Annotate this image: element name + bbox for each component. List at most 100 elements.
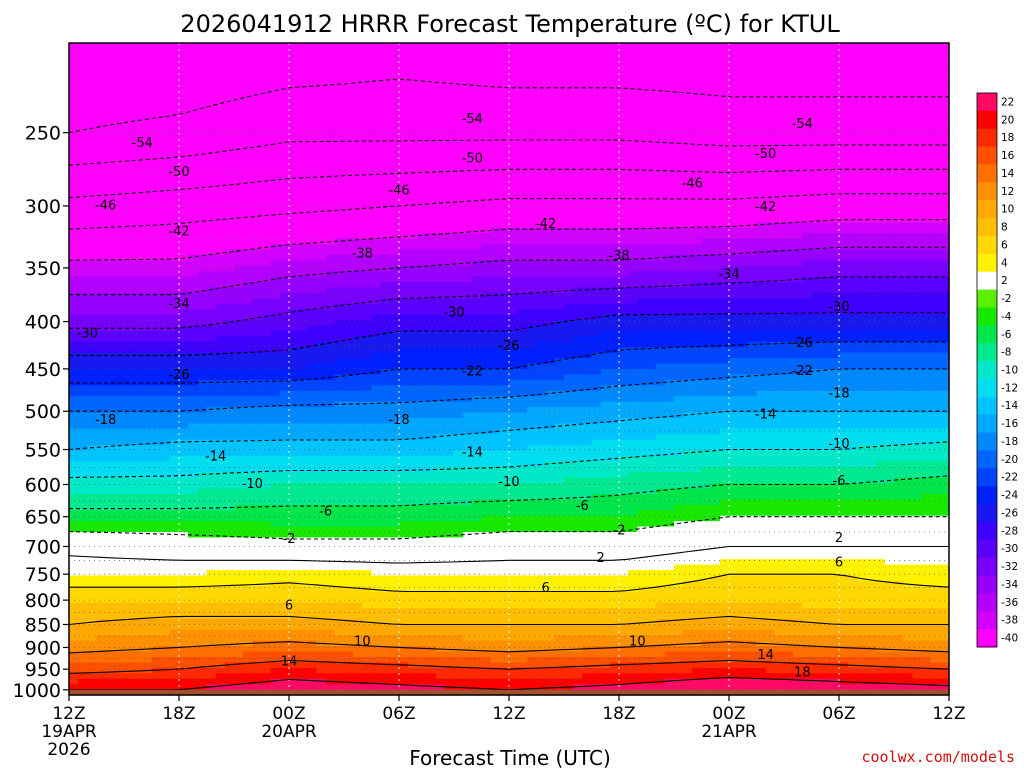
heatmap-cell: [389, 43, 400, 50]
heatmap-cell: [197, 575, 208, 582]
heatmap-cell: [316, 461, 327, 468]
heatmap-cell: [124, 70, 134, 77]
heatmap-cell: [197, 640, 208, 647]
heatmap-cell: [270, 341, 281, 348]
heatmap-cell: [87, 401, 98, 408]
heatmap-cell: [160, 102, 171, 109]
heatmap-cell: [215, 211, 226, 218]
heatmap-cell: [96, 244, 107, 251]
heatmap-cell: [316, 59, 327, 66]
heatmap-cell: [289, 238, 299, 245]
heatmap-cell: [169, 48, 180, 55]
heatmap-cell: [289, 602, 299, 609]
heatmap-cell: [243, 108, 253, 115]
heatmap-cell: [325, 211, 336, 218]
heatmap-cell: [408, 483, 418, 490]
heatmap-cell: [298, 309, 308, 316]
heatmap-cell: [261, 548, 272, 555]
heatmap-cell: [105, 401, 116, 408]
heatmap-cell: [87, 211, 98, 218]
heatmap-cell: [206, 86, 217, 93]
heatmap-cell: [316, 81, 327, 88]
heatmap-cell: [362, 629, 373, 636]
heatmap-cell: [224, 461, 235, 468]
heatmap-cell: [142, 86, 153, 93]
heatmap-cell: [179, 678, 189, 685]
heatmap-cell: [353, 526, 363, 533]
heatmap-cell: [160, 347, 171, 354]
heatmap-cell: [325, 43, 336, 50]
heatmap-cell: [298, 151, 308, 158]
heatmap-cell: [252, 662, 263, 669]
heatmap-cell: [124, 86, 134, 93]
heatmap-cell: [344, 244, 354, 251]
heatmap-cell: [124, 553, 134, 560]
heatmap-cell: [380, 238, 391, 245]
heatmap-cell: [114, 374, 125, 381]
heatmap-cell: [334, 586, 345, 593]
heatmap-cell: [362, 504, 373, 511]
heatmap-cell: [316, 542, 327, 549]
heatmap-cell: [444, 374, 455, 381]
heatmap-cell: [87, 216, 98, 223]
heatmap-cell: [362, 472, 373, 479]
heatmap-cell: [371, 330, 382, 337]
heatmap-cell: [206, 591, 217, 598]
heatmap-cell: [334, 70, 345, 77]
heatmap-cell: [78, 75, 88, 82]
heatmap-cell: [270, 608, 281, 615]
heatmap-cell: [179, 635, 189, 642]
heatmap-cell: [133, 586, 143, 593]
heatmap-cell: [417, 684, 428, 691]
heatmap-cell: [389, 48, 400, 55]
heatmap-cell: [243, 466, 253, 473]
heatmap-cell: [252, 265, 263, 272]
heatmap-cell: [279, 532, 290, 539]
heatmap-cell: [114, 559, 125, 566]
heatmap-cell: [224, 200, 235, 207]
heatmap-cell: [316, 548, 327, 555]
heatmap-cell: [151, 200, 162, 207]
heatmap-cell: [417, 570, 428, 577]
heatmap-cell: [289, 227, 299, 234]
heatmap-cell: [371, 254, 382, 261]
heatmap-cell: [417, 151, 428, 158]
heatmap-cell: [435, 227, 446, 234]
heatmap-cell: [362, 309, 373, 316]
heatmap-cell: [417, 249, 428, 256]
heatmap-cell: [298, 542, 308, 549]
heatmap-cell: [362, 499, 373, 506]
heatmap-cell: [105, 483, 116, 490]
heatmap-cell: [399, 167, 409, 174]
heatmap-cell: [188, 75, 198, 82]
heatmap-cell: [380, 341, 391, 348]
heatmap-cell: [435, 309, 446, 316]
heatmap-cell: [307, 75, 318, 82]
heatmap-cell: [179, 320, 189, 327]
heatmap-cell: [252, 292, 263, 299]
heatmap-cell: [444, 298, 455, 305]
heatmap-cell: [105, 515, 116, 522]
heatmap-cell: [197, 597, 208, 604]
heatmap-cell: [87, 499, 98, 506]
heatmap-cell: [188, 646, 198, 653]
heatmap-cell: [270, 298, 281, 305]
heatmap-cell: [69, 499, 79, 506]
heatmap-cell: [371, 423, 382, 430]
heatmap-cell: [316, 493, 327, 500]
heatmap-cell: [224, 439, 235, 446]
heatmap-cell: [124, 423, 134, 430]
heatmap-cell: [389, 59, 400, 66]
heatmap-cell: [234, 48, 244, 55]
heatmap-cell: [270, 385, 281, 392]
heatmap-cell: [417, 580, 428, 587]
heatmap-cell: [344, 510, 354, 517]
heatmap-cell: [69, 124, 79, 131]
heatmap-cell: [87, 591, 98, 598]
heatmap-cell: [197, 352, 208, 359]
heatmap-cell: [353, 276, 363, 283]
heatmap-cell: [289, 287, 299, 294]
heatmap-cell: [160, 113, 171, 120]
heatmap-cell: [316, 75, 327, 82]
heatmap-cell: [243, 390, 253, 397]
